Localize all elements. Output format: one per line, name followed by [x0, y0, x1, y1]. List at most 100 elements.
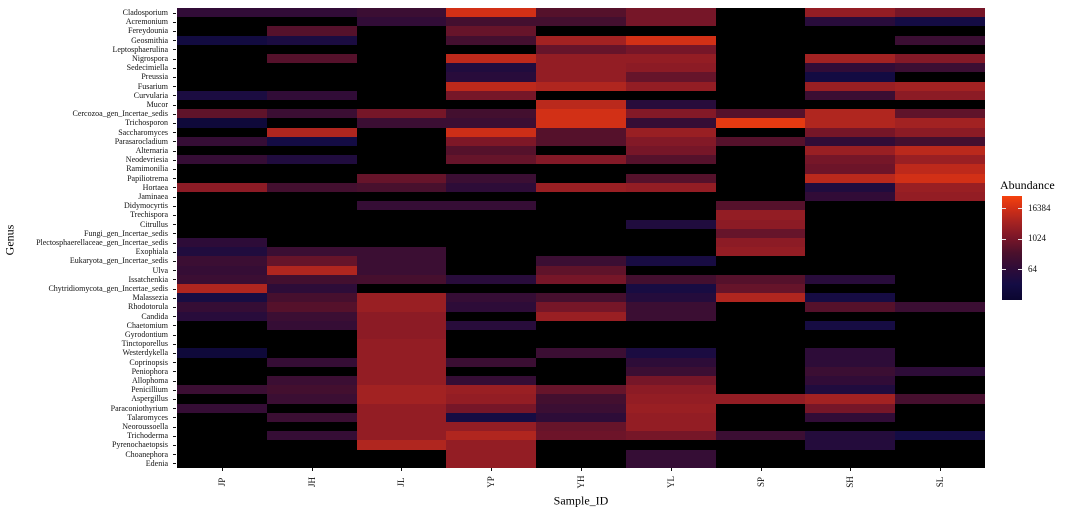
- heatmap-cell: [356, 357, 447, 367]
- y-axis-label: Trechispora: [130, 210, 168, 220]
- heatmap-cell: [805, 366, 896, 376]
- y-tick: [173, 104, 176, 106]
- x-axis-label: SH: [845, 476, 856, 488]
- y-tick: [173, 362, 176, 364]
- heatmap-cell: [266, 26, 357, 36]
- heatmap-cell: [446, 293, 537, 303]
- heatmap-cell: [895, 394, 985, 404]
- heatmap-cell: [895, 63, 985, 73]
- heatmap-cell: [177, 348, 267, 358]
- heatmap-cell: [266, 90, 357, 100]
- y-tick: [173, 86, 176, 88]
- heatmap-cell: [356, 330, 447, 340]
- heatmap-cell: [625, 449, 716, 459]
- heatmap-cell: [805, 376, 896, 386]
- heatmap-cell: [177, 136, 267, 146]
- heatmap-cell: [356, 339, 447, 349]
- heatmap-cell: [805, 385, 896, 395]
- heatmap-cell: [895, 155, 985, 165]
- heatmap-cell: [715, 284, 806, 294]
- heatmap-cell: [895, 109, 985, 119]
- heatmap-cell: [446, 136, 537, 146]
- heatmap-cell: [715, 136, 806, 146]
- heatmap-cell: [895, 173, 985, 183]
- y-tick: [173, 454, 176, 456]
- heatmap-cell: [625, 348, 716, 358]
- heatmap-cell: [266, 302, 357, 312]
- heatmap-cell: [266, 431, 357, 441]
- heatmap-cell: [536, 412, 626, 422]
- heatmap-cell: [446, 376, 537, 386]
- legend-tick: [1018, 238, 1022, 240]
- heatmap-cell: [266, 247, 357, 257]
- heatmap-cell: [446, 35, 537, 45]
- heatmap-cell: [266, 385, 357, 395]
- heatmap-cell: [715, 431, 806, 441]
- y-axis-label: Citrullus: [139, 219, 168, 229]
- heatmap-cell: [536, 54, 626, 64]
- heatmap-cell: [446, 182, 537, 192]
- heatmap-cell: [446, 155, 537, 165]
- y-axis-label: Neodevriesia: [125, 155, 168, 165]
- heatmap-cell: [266, 8, 357, 18]
- heatmap-cell: [805, 155, 896, 165]
- heatmap-cell: [266, 136, 357, 146]
- y-tick: [173, 353, 176, 354]
- heatmap-cell: [625, 173, 716, 183]
- heatmap-cell: [895, 146, 985, 156]
- heatmap-cell: [805, 357, 896, 367]
- heatmap-cell: [625, 284, 716, 294]
- heatmap-cell: [356, 311, 447, 321]
- heatmap-cell: [625, 274, 716, 284]
- y-tick: [173, 279, 176, 281]
- y-axis-title: Genus: [2, 224, 17, 256]
- heatmap-cell: [446, 320, 537, 330]
- heatmap-cell: [715, 118, 806, 128]
- heatmap-cell: [356, 394, 447, 404]
- heatmap-cell: [446, 403, 537, 413]
- y-tick: [173, 270, 176, 272]
- heatmap-cell: [536, 394, 626, 404]
- heatmap-cell: [536, 274, 626, 284]
- heatmap-cell: [805, 394, 896, 404]
- heatmap-cell: [536, 348, 626, 358]
- y-axis-label: Chaetomium: [126, 320, 168, 330]
- heatmap-cell: [536, 63, 626, 73]
- heatmap-cell: [625, 17, 716, 27]
- heatmap-cell: [446, 449, 537, 459]
- y-axis-label: Fungi_gen_Incertae_sedis: [84, 228, 168, 238]
- heatmap-cell: [805, 118, 896, 128]
- y-axis-label: Coprinopsis: [129, 357, 168, 367]
- heatmap-cell: [805, 274, 896, 284]
- heatmap-cell: [895, 431, 985, 441]
- heatmap-cell: [625, 63, 716, 73]
- y-axis-label: Tinctoporellus: [121, 339, 168, 349]
- y-tick: [173, 159, 176, 161]
- heatmap-cell: [446, 422, 537, 432]
- heatmap-cell: [715, 274, 806, 284]
- heatmap-cell: [895, 54, 985, 64]
- heatmap-cell: [715, 228, 806, 238]
- y-axis-label: Penicillium: [131, 385, 168, 395]
- heatmap-cell: [536, 302, 626, 312]
- y-tick: [173, 463, 176, 465]
- heatmap-cell: [356, 265, 447, 275]
- heatmap-cell: [446, 26, 537, 36]
- heatmap-cell: [805, 302, 896, 312]
- heatmap-cell: [895, 118, 985, 128]
- heatmap-cell: [446, 458, 537, 468]
- heatmap-cell: [177, 90, 267, 100]
- x-tick: [491, 468, 493, 471]
- heatmap-cell: [895, 17, 985, 27]
- heatmap-cell: [805, 348, 896, 358]
- x-axis-label: YH: [576, 475, 586, 489]
- heatmap-cell: [895, 127, 985, 137]
- heatmap-cell: [715, 201, 806, 211]
- heatmap-cell: [266, 320, 357, 330]
- y-tick: [173, 261, 176, 262]
- y-axis-label: Exophiala: [135, 247, 168, 257]
- heatmap-cell: [536, 8, 626, 18]
- heatmap-cell: [625, 394, 716, 404]
- y-tick: [173, 307, 176, 308]
